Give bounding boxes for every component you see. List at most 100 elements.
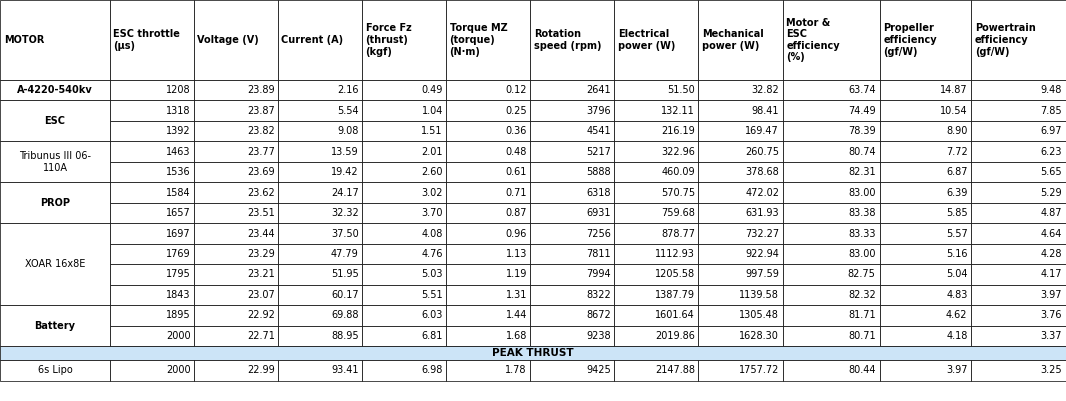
Bar <box>362 326 447 346</box>
Bar <box>278 264 362 285</box>
Text: 4.83: 4.83 <box>947 290 968 300</box>
Bar <box>278 101 362 121</box>
Text: 24.17: 24.17 <box>332 188 359 198</box>
Text: 5888: 5888 <box>586 167 611 177</box>
Bar <box>879 305 971 326</box>
Bar <box>110 360 194 381</box>
Bar <box>194 203 278 223</box>
Bar <box>971 142 1066 162</box>
Text: 8672: 8672 <box>586 310 611 320</box>
Bar <box>530 142 614 162</box>
Bar <box>530 162 614 182</box>
Text: Powertrain
efficiency
(gf/W): Powertrain efficiency (gf/W) <box>975 23 1036 57</box>
Bar <box>614 101 698 121</box>
Text: Rotation
speed (rpm): Rotation speed (rpm) <box>534 29 601 51</box>
Text: ESC: ESC <box>45 116 65 126</box>
Bar <box>194 121 278 142</box>
Text: 4.28: 4.28 <box>1040 249 1062 259</box>
Text: 83.00: 83.00 <box>849 188 875 198</box>
Text: 83.38: 83.38 <box>849 208 875 218</box>
Bar <box>782 101 879 121</box>
Text: 472.02: 472.02 <box>745 188 779 198</box>
Bar <box>614 203 698 223</box>
Bar <box>614 223 698 244</box>
Text: 6.39: 6.39 <box>947 188 968 198</box>
Text: 6318: 6318 <box>586 188 611 198</box>
Bar <box>879 80 971 101</box>
Text: 0.49: 0.49 <box>421 85 442 95</box>
Bar <box>278 223 362 244</box>
Bar <box>362 80 447 101</box>
Text: 23.77: 23.77 <box>247 147 275 157</box>
Bar <box>614 0 698 80</box>
Text: 169.47: 169.47 <box>745 126 779 136</box>
Bar <box>971 244 1066 264</box>
Bar <box>110 326 194 346</box>
Text: 69.88: 69.88 <box>332 310 359 320</box>
Text: 4541: 4541 <box>586 126 611 136</box>
Text: Battery: Battery <box>34 321 76 330</box>
Text: 1205.58: 1205.58 <box>655 269 695 279</box>
Text: Force Fz
(thrust)
(kgf): Force Fz (thrust) (kgf) <box>366 23 411 57</box>
Bar <box>362 101 447 121</box>
Text: 9238: 9238 <box>586 331 611 341</box>
Text: 23.21: 23.21 <box>247 269 275 279</box>
Bar <box>614 264 698 285</box>
Text: 81.71: 81.71 <box>849 310 875 320</box>
Text: 1.51: 1.51 <box>421 126 442 136</box>
Text: 23.62: 23.62 <box>247 188 275 198</box>
Bar <box>447 360 530 381</box>
Text: 5.16: 5.16 <box>946 249 968 259</box>
Bar <box>698 162 782 182</box>
Bar <box>782 142 879 162</box>
Text: 4.62: 4.62 <box>946 310 968 320</box>
Text: 23.89: 23.89 <box>247 85 275 95</box>
Text: 88.95: 88.95 <box>332 331 359 341</box>
Bar <box>782 285 879 305</box>
Text: 922.94: 922.94 <box>745 249 779 259</box>
Text: 2000: 2000 <box>166 331 191 341</box>
Text: 1.78: 1.78 <box>505 365 527 375</box>
Bar <box>879 203 971 223</box>
Bar <box>278 142 362 162</box>
Bar <box>110 244 194 264</box>
Bar <box>362 244 447 264</box>
Text: Electrical
power (W): Electrical power (W) <box>617 29 675 51</box>
Text: 8322: 8322 <box>586 290 611 300</box>
Text: 322.96: 322.96 <box>661 147 695 157</box>
Bar <box>614 80 698 101</box>
Text: 5.57: 5.57 <box>946 229 968 239</box>
Bar <box>447 0 530 80</box>
Bar <box>782 203 879 223</box>
Text: 216.19: 216.19 <box>661 126 695 136</box>
Text: 3.25: 3.25 <box>1040 365 1062 375</box>
Text: 759.68: 759.68 <box>661 208 695 218</box>
Bar <box>362 264 447 285</box>
Text: 47.79: 47.79 <box>332 249 359 259</box>
Bar <box>278 305 362 326</box>
Text: PROP: PROP <box>39 198 70 208</box>
Bar <box>782 121 879 142</box>
Text: 19.42: 19.42 <box>332 167 359 177</box>
Bar <box>447 182 530 203</box>
Text: 1795: 1795 <box>166 269 191 279</box>
Bar <box>278 285 362 305</box>
Bar <box>530 0 614 80</box>
Text: 4.08: 4.08 <box>421 229 442 239</box>
Text: 83.00: 83.00 <box>849 249 875 259</box>
Bar <box>110 0 194 80</box>
Text: 7.72: 7.72 <box>946 147 968 157</box>
Bar <box>614 285 698 305</box>
Bar <box>447 244 530 264</box>
Text: 74.49: 74.49 <box>849 106 875 116</box>
Text: 22.71: 22.71 <box>247 331 275 341</box>
Text: 82.31: 82.31 <box>849 167 875 177</box>
Text: 1697: 1697 <box>166 229 191 239</box>
Bar <box>110 264 194 285</box>
Text: 22.99: 22.99 <box>247 365 275 375</box>
Bar <box>530 223 614 244</box>
Text: 878.77: 878.77 <box>661 229 695 239</box>
Text: 3.37: 3.37 <box>1040 331 1062 341</box>
Text: 6s Lipo: 6s Lipo <box>37 365 72 375</box>
Text: 23.69: 23.69 <box>247 167 275 177</box>
